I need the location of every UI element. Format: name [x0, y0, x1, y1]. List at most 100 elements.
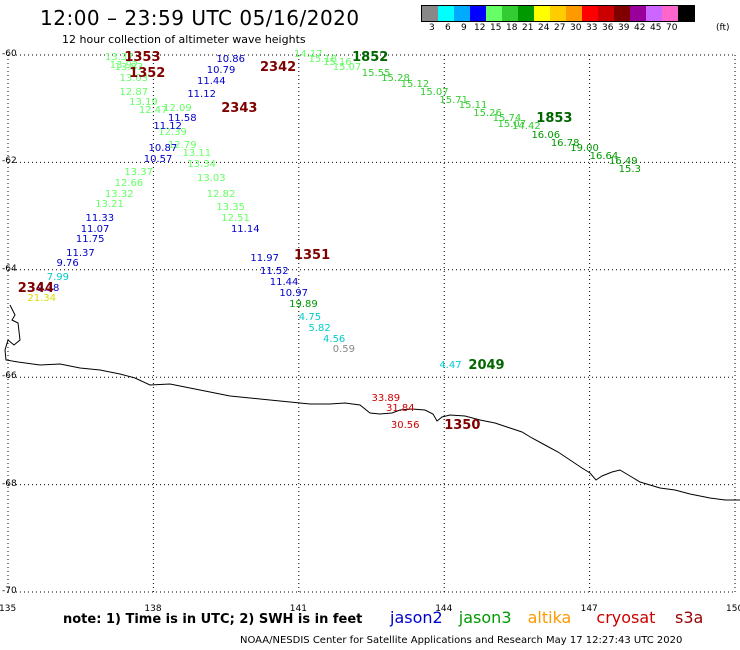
swh-value: 15.07: [332, 62, 362, 74]
swh-value: 15.12: [400, 78, 430, 90]
swh-value: 12.87: [119, 86, 149, 98]
scale-swatch: [646, 6, 662, 21]
swh-value: 15.11: [458, 100, 488, 111]
scale-label: 39: [618, 23, 630, 33]
swh-value: 13.21: [95, 199, 124, 211]
swh-value: 11.75: [75, 234, 105, 246]
swh-value: 4.56: [323, 333, 346, 345]
lon-tick-label: 147: [580, 604, 598, 614]
swh-value: 11.33: [85, 212, 115, 224]
pass-time-label: 1353: [124, 49, 161, 65]
swh-value: 33.89: [371, 392, 401, 404]
swh-value: 12.79: [167, 140, 197, 152]
swh-value: 12.51: [221, 212, 250, 224]
map-subtitle: 12 hour collection of altimeter wave hei…: [62, 33, 306, 46]
scale-swatch: [454, 6, 470, 21]
swh-value: 12.09: [163, 102, 192, 114]
lon-tick-label: 135: [0, 604, 17, 614]
swh-value: 21.34: [27, 293, 57, 305]
lon-tick-label: 144: [435, 604, 453, 614]
footer-credit: NOAA/NESDIS Center for Satellite Applica…: [240, 635, 683, 646]
scale-label: 9: [461, 23, 467, 33]
lat-tick-label: -68: [2, 478, 17, 489]
pass-time-label: 2344: [17, 280, 54, 296]
swh-value: 5.82: [308, 322, 331, 334]
swh-value: 13.32: [104, 188, 134, 200]
swh-value: 11.58: [167, 113, 197, 125]
swh-value: 13.11: [182, 148, 212, 160]
swh-value: 15.26: [473, 108, 502, 120]
swh-value: 19.89: [289, 298, 318, 310]
swh-value: 11.44: [269, 277, 299, 289]
swh-value: 11.37: [66, 247, 95, 259]
swh-value: 15.28: [381, 73, 410, 85]
swh-value: 4.75: [298, 312, 322, 324]
scale-swatch: [678, 6, 694, 21]
swh-value: 13.34: [187, 159, 216, 171]
swh-value: 11.52: [260, 266, 289, 278]
scale-swatch: [630, 6, 646, 21]
scale-label: 45: [650, 23, 662, 33]
swh-value: 10.86: [216, 54, 246, 66]
scale-swatch: [518, 6, 534, 21]
scale-swatch: [566, 6, 582, 21]
scale-swatch: [614, 6, 630, 21]
pass-time-label: 1350: [444, 417, 481, 433]
lat-tick-label: -64: [2, 263, 17, 274]
scale-label: 42: [634, 23, 646, 33]
swh-value: 16.64: [589, 151, 619, 163]
pass-time-label: 1352: [129, 65, 166, 81]
swh-value: 16.78: [550, 137, 580, 149]
pass-time-label: 1852: [352, 49, 389, 65]
swh-value: 19.00: [570, 142, 599, 154]
swh-value: 31.84: [386, 403, 415, 415]
swh-value: 13.37: [124, 167, 153, 179]
swh-value: 13.19: [129, 97, 158, 109]
scale-label: 6: [445, 23, 451, 33]
swh-value: 10.57: [143, 153, 173, 165]
swh-value: 7.99: [46, 271, 70, 283]
swh-value: 12.47: [138, 105, 168, 117]
swh-value: 12.82: [206, 188, 236, 200]
scale-swatch: [582, 6, 598, 21]
scale-label: 12: [474, 23, 486, 33]
swh-value: 16.49: [608, 156, 638, 168]
swh-value: 12.39: [158, 126, 187, 138]
swh-value: 13.37: [104, 51, 134, 63]
swh-value: 13.35: [216, 202, 246, 214]
lon-tick-label: 141: [289, 604, 307, 614]
satellite-altika: altika: [527, 608, 572, 627]
scale-label: 18: [506, 23, 518, 33]
scale-swatch: [550, 6, 566, 21]
swh-value: 15.16: [323, 57, 352, 69]
swh-value: 30.56: [390, 419, 420, 431]
swh-value: 15.55: [361, 67, 391, 79]
swh-value: 14.42: [512, 121, 541, 133]
scale-swatch: [662, 6, 678, 21]
swh-value: 10.87: [148, 142, 178, 154]
pass-time-label: 1351: [293, 248, 331, 264]
swh-value: 11.12: [153, 121, 183, 133]
pass-time-label: 1853: [536, 111, 573, 127]
lon-tick-label: 138: [144, 604, 162, 614]
pass-time-label: 2342: [260, 60, 297, 76]
swh-value: 11.44: [197, 75, 226, 87]
scale-swatch: [470, 6, 486, 21]
swh-value: 15.3: [618, 164, 641, 176]
lat-tick-label: -70: [2, 586, 17, 596]
swh-value: 13.83: [114, 62, 144, 74]
legend-note: note: 1) Time is in UTC; 2) SWH is in fe…: [63, 612, 363, 627]
scale-swatch: [422, 6, 438, 21]
swh-value: 9.38: [37, 282, 60, 294]
scale-label: 33: [586, 23, 598, 33]
scale-label: 3: [429, 23, 435, 33]
swh-value: 13.03: [197, 172, 226, 184]
scale-swatch: [438, 6, 454, 21]
swh-value: 12.66: [114, 177, 144, 189]
lon-tick-label: 150: [726, 604, 740, 614]
scale-swatch: [486, 6, 502, 21]
scale-swatch: [502, 6, 518, 21]
swh-value: 15.74: [492, 113, 522, 125]
swh-value: 15.18: [308, 54, 338, 66]
